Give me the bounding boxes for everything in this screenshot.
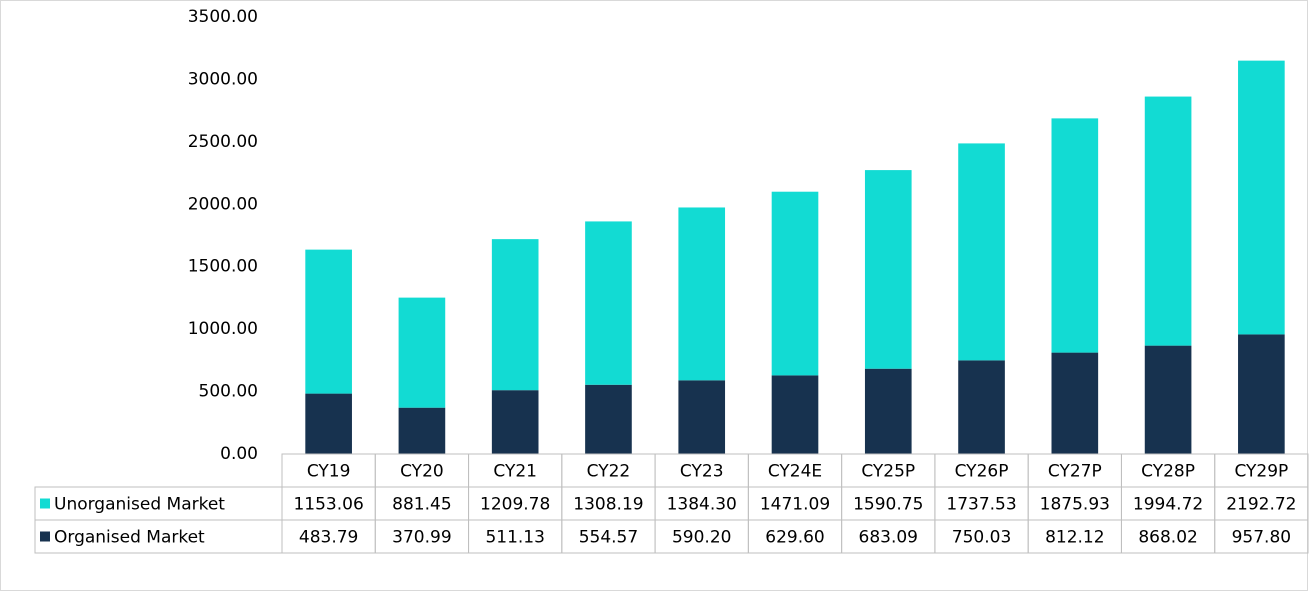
table-cell — [1214, 519, 1309, 554]
bar-segment — [305, 393, 352, 454]
bar-segment — [864, 170, 912, 369]
bar-segment — [398, 407, 446, 454]
data-label: 483.79 — [299, 528, 358, 548]
bar-segment — [678, 380, 726, 454]
data-label: 812.12 — [1045, 528, 1104, 548]
bar-segment — [398, 297, 446, 408]
data-label: 868.02 — [1138, 528, 1197, 548]
y-tick-label: 1000.00 — [188, 319, 258, 339]
bar-segment — [585, 221, 632, 385]
y-tick-label: 3000.00 — [188, 69, 258, 89]
bar-segment — [958, 360, 1005, 454]
x-tick-label: CY29P — [1234, 462, 1288, 482]
data-label: 1737.53 — [946, 495, 1016, 515]
bar-segment — [491, 239, 539, 391]
legend-swatch — [40, 498, 50, 509]
x-tick-label: CY25P — [861, 462, 915, 482]
bar-segment — [305, 249, 352, 394]
data-label: 1209.78 — [480, 495, 550, 515]
x-tick-label: CY23 — [680, 462, 724, 482]
legend-label: Organised Market — [54, 528, 205, 548]
bar-segment — [1144, 345, 1192, 454]
legend-label: Unorganised Market — [54, 495, 225, 515]
x-tick-label: CY24E — [768, 462, 822, 482]
data-label: 1384.30 — [667, 495, 737, 515]
data-label: 1875.93 — [1040, 495, 1110, 515]
data-label: 881.45 — [392, 495, 451, 515]
data-label: 1471.09 — [760, 495, 830, 515]
y-tick-label: 2000.00 — [188, 194, 258, 214]
data-label: 554.57 — [579, 528, 638, 548]
y-tick-label: 0.00 — [220, 444, 258, 464]
x-tick-label: CY20 — [400, 462, 444, 482]
x-tick-label: CY19 — [307, 462, 351, 482]
y-tick-label: 3500.00 — [188, 7, 258, 27]
data-label: 511.13 — [485, 528, 544, 548]
bar-segment — [771, 375, 819, 454]
x-tick-label: CY27P — [1048, 462, 1102, 482]
legend-swatch — [40, 531, 50, 542]
data-label: 683.09 — [859, 528, 918, 548]
bar-segment — [491, 390, 539, 454]
bar-segment — [1238, 60, 1285, 335]
bar-segment — [771, 191, 819, 376]
bar-segment — [1238, 334, 1285, 454]
y-tick-label: 1500.00 — [188, 257, 258, 277]
x-tick-label: CY26P — [955, 462, 1009, 482]
bar-segment — [678, 207, 726, 381]
data-label: 2192.72 — [1226, 495, 1296, 515]
data-label: 629.60 — [765, 528, 824, 548]
data-label: 1994.72 — [1133, 495, 1203, 515]
data-label: 590.20 — [672, 528, 731, 548]
x-tick-label: CY28P — [1141, 462, 1195, 482]
bar-segment — [1051, 352, 1099, 454]
data-label: 1153.06 — [293, 495, 363, 515]
bar-segment — [585, 384, 632, 454]
x-tick-label: CY21 — [493, 462, 537, 482]
data-label: 1590.75 — [853, 495, 923, 515]
data-label: 957.80 — [1232, 528, 1291, 548]
x-tick-label: CY22 — [587, 462, 631, 482]
y-tick-label: 2500.00 — [188, 132, 258, 152]
bar-segment — [1051, 118, 1099, 353]
bar-segment — [958, 143, 1005, 361]
data-label: 370.99 — [392, 528, 451, 548]
data-label: 750.03 — [952, 528, 1011, 548]
bar-segment — [1144, 96, 1192, 346]
bar-segment — [864, 368, 912, 454]
y-tick-label: 500.00 — [199, 382, 258, 402]
data-label: 1308.19 — [573, 495, 643, 515]
